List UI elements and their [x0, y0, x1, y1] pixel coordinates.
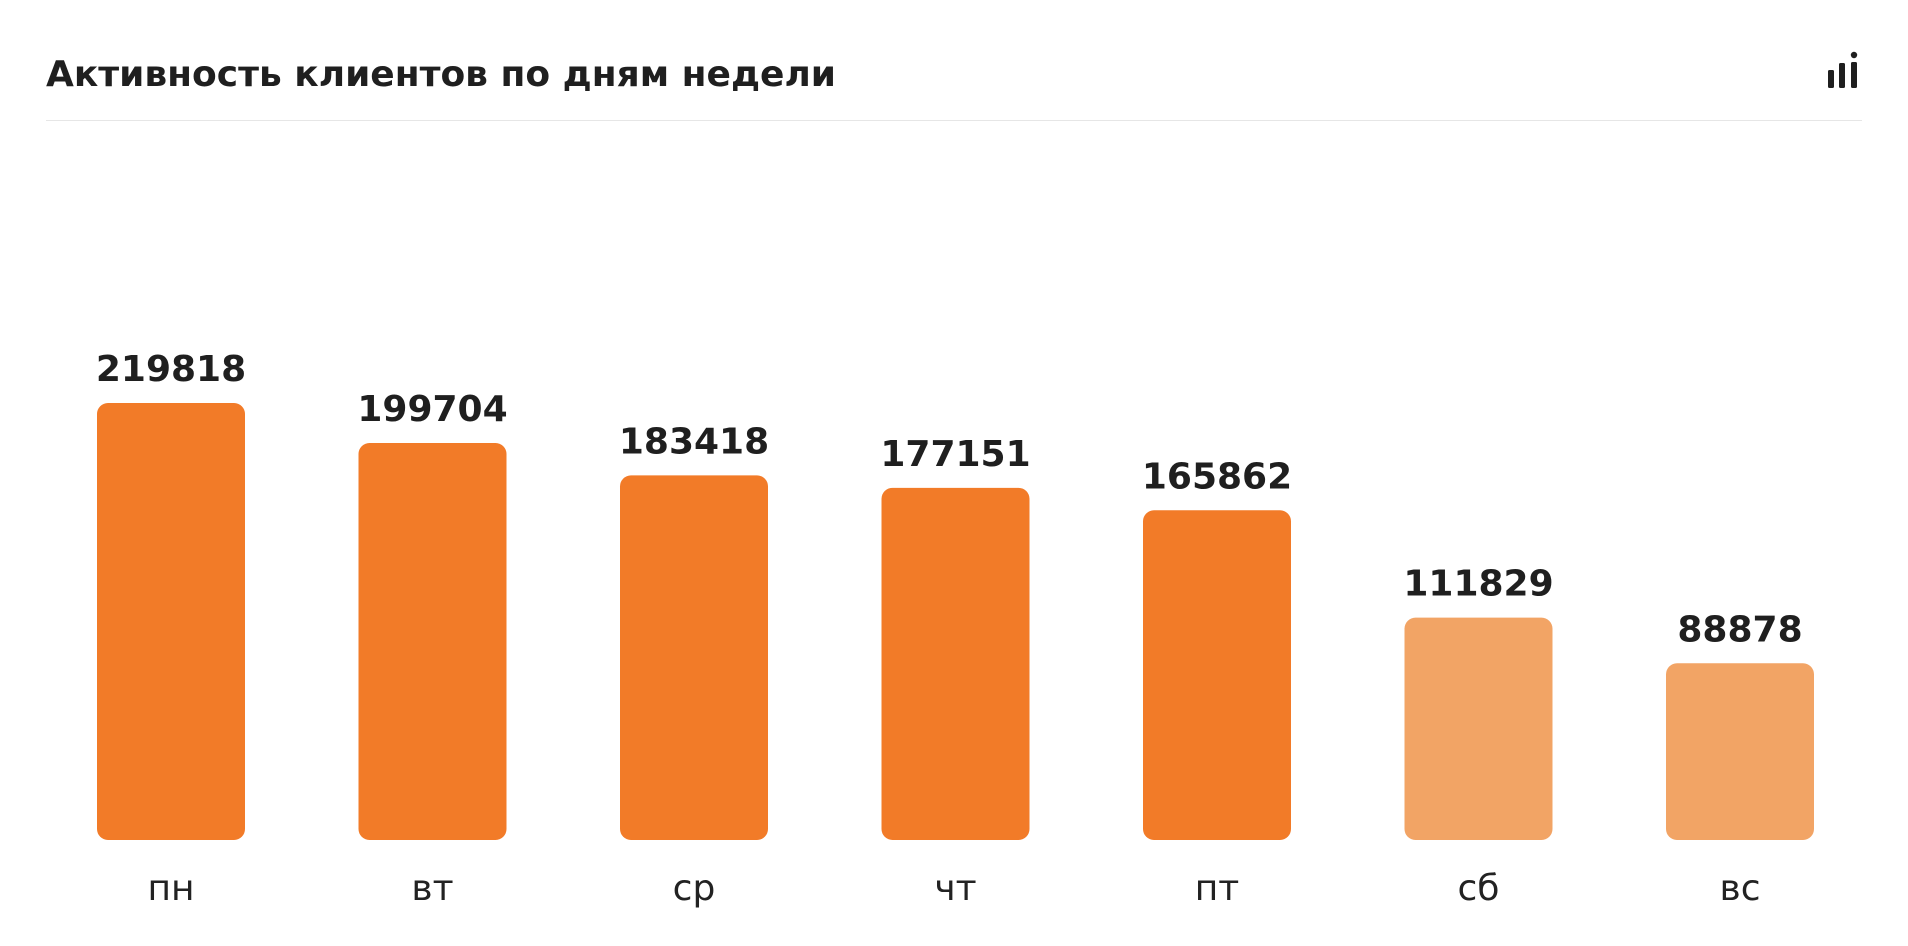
bar-5[interactable] [1404, 617, 1553, 840]
value-label-5: 111829 [1403, 564, 1553, 605]
bar-chart-icon[interactable] [1826, 51, 1862, 91]
chart-title: Активность клиентов по дням недели [46, 54, 837, 95]
chart-header: Активность клиентов по дням недели [46, 50, 1862, 121]
category-label-2: ср [673, 868, 716, 909]
category-label-5: сб [1458, 868, 1500, 909]
bar-1[interactable] [358, 442, 507, 840]
chart-area: 219818 пн 199704 вт 183418 ср 177151 чт 165862 пт… [46, 150, 1862, 910]
bar-2[interactable] [620, 475, 768, 840]
bar-3[interactable] [881, 487, 1030, 840]
category-label-0: пн [147, 868, 194, 909]
value-label-6: 88878 [1677, 609, 1802, 650]
category-label-6: вс [1719, 868, 1760, 909]
category-label-3: чт [934, 868, 976, 909]
value-label-3: 177151 [880, 434, 1030, 475]
bar-chart: 219818 пн 199704 вт 183418 ср 177151 чт 165862 пт… [96, 349, 1814, 909]
value-label-0: 219818 [96, 349, 246, 390]
bar-6[interactable] [1666, 663, 1814, 840]
value-label-1: 199704 [357, 389, 507, 430]
bar-0[interactable] [97, 403, 245, 840]
value-label-4: 165862 [1142, 456, 1292, 497]
value-label-2: 183418 [619, 421, 769, 462]
category-label-4: пт [1195, 868, 1240, 909]
bar-4[interactable] [1143, 510, 1291, 840]
category-label-1: вт [411, 868, 453, 909]
